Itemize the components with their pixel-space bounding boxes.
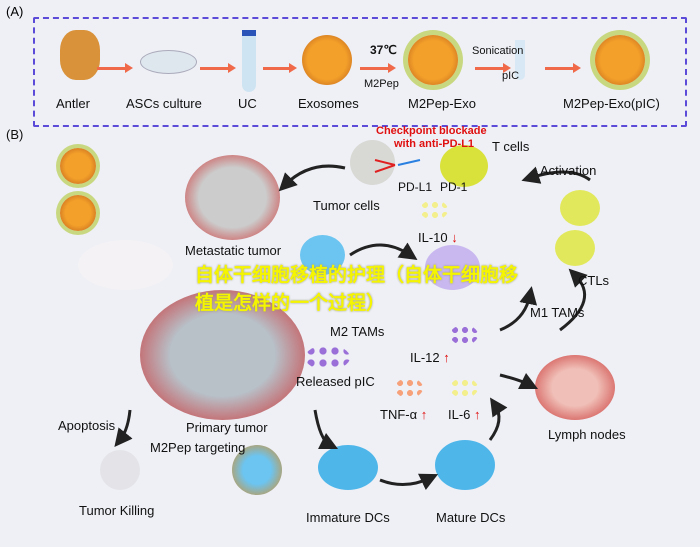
exosome-icon [302,35,352,85]
checkpoint-label-2: with anti-PD-L1 [394,138,475,150]
arrow [379,473,439,491]
exosome-icon [60,148,96,184]
released-pic-label: Released pIC [296,374,375,389]
watermark-caption: 自体干细胞移植的护理（自体干细胞移植是怎样的一个过程） [195,265,519,314]
t-cells-label: T cells [492,139,530,154]
il12-label: IL-12 ↑ [410,350,450,365]
step-ascs: ASCs culture [126,96,202,111]
step-m2pep-exo-pic: M2Pep-Exo(pIC) [563,96,660,111]
tumor-cells-label: Tumor cells [313,198,380,213]
t-cell-icon [440,145,488,187]
tnf-cytokines [395,378,423,398]
mature-dc-icon [435,440,495,490]
m2pep-label: M2Pep [364,78,399,90]
down-arrow-icon: ↓ [451,230,458,245]
step-exosomes: Exosomes [298,96,359,111]
arrow [313,409,339,450]
mouse-icon [78,240,173,290]
arrow [499,286,538,332]
arrow [521,166,591,184]
targeting-exosome-icon [232,445,282,495]
sonication-tube-icon [515,40,525,80]
il6-cytokines [450,378,478,398]
arrow [545,63,581,73]
ctl-icon [555,230,595,266]
m1-tams-label: M1 TAMs [530,305,585,320]
arrow [200,63,236,73]
il10-label: IL-10 ↓ [418,230,458,245]
pic-particles [305,345,350,370]
tumor-killing-icon [100,450,140,490]
arrow [114,409,133,448]
primary-tumor-label: Primary tumor [186,420,268,435]
deer-icon [60,30,100,80]
arrow [278,164,346,192]
panel-b-label: (B) [6,127,24,142]
immature-dc-icon [318,445,378,490]
arrow [263,63,297,73]
ctls-label: CTLs [578,273,610,288]
temp-label: 37℃ [370,43,397,57]
immature-dcs-label: Immature DCs [306,510,390,525]
pd-l1-label: PD-L1 [398,180,433,194]
pd-1-label: PD-1 [440,180,468,194]
m1-tam-icon [425,245,480,290]
m2pep-exo-icon [408,35,458,85]
lymph-nodes-label: Lymph nodes [548,427,626,442]
tnf-label: TNF-α ↑ [380,407,428,422]
pic-label: pIC [502,70,520,82]
arrow [488,397,508,441]
m2-tams-label: M2 TAMs [330,324,385,339]
petri-dish-icon [140,50,197,74]
primary-tumor-icon [140,290,305,420]
metastatic-tumor-icon [185,155,280,240]
arrow [360,63,396,73]
arrow [97,63,133,73]
arrow [559,268,588,332]
step-uc: UC [238,96,257,111]
ctl-icon [560,190,600,226]
panel-a-label: (A) [6,4,24,19]
step-m2pep-exo: M2Pep-Exo [408,96,476,111]
metastatic-label: Metastatic tumor [185,243,282,258]
il6-label: IL-6 ↑ [448,407,481,422]
arrow [475,63,511,73]
m2pep-targeting-label: M2Pep targeting [150,440,246,455]
il12-cytokines [450,325,478,345]
m2pep-exo-pic-icon [595,35,645,85]
step-antler: Antler [56,96,90,111]
sonication-label: Sonication [472,45,524,57]
il10-cytokines [420,200,448,220]
lymph-node-icon [535,355,615,420]
checkpoint-label: Checkpoint blockade [376,125,487,137]
tumor-killing-label: Tumor Killing [79,503,155,518]
m2-tam-icon [300,235,345,275]
exosome-icon [60,195,96,231]
panel-a-box [33,17,687,127]
mature-dcs-label: Mature DCs [436,510,506,525]
arrow [499,372,539,390]
tube-icon [242,30,256,92]
up-arrow-icon: ↑ [420,407,428,422]
up-arrow-icon: ↑ [474,407,481,422]
up-arrow-icon: ↑ [443,350,450,365]
arrow [349,242,418,260]
activation-label: Activation [540,163,597,178]
apoptosis-label: Apoptosis [58,418,116,433]
